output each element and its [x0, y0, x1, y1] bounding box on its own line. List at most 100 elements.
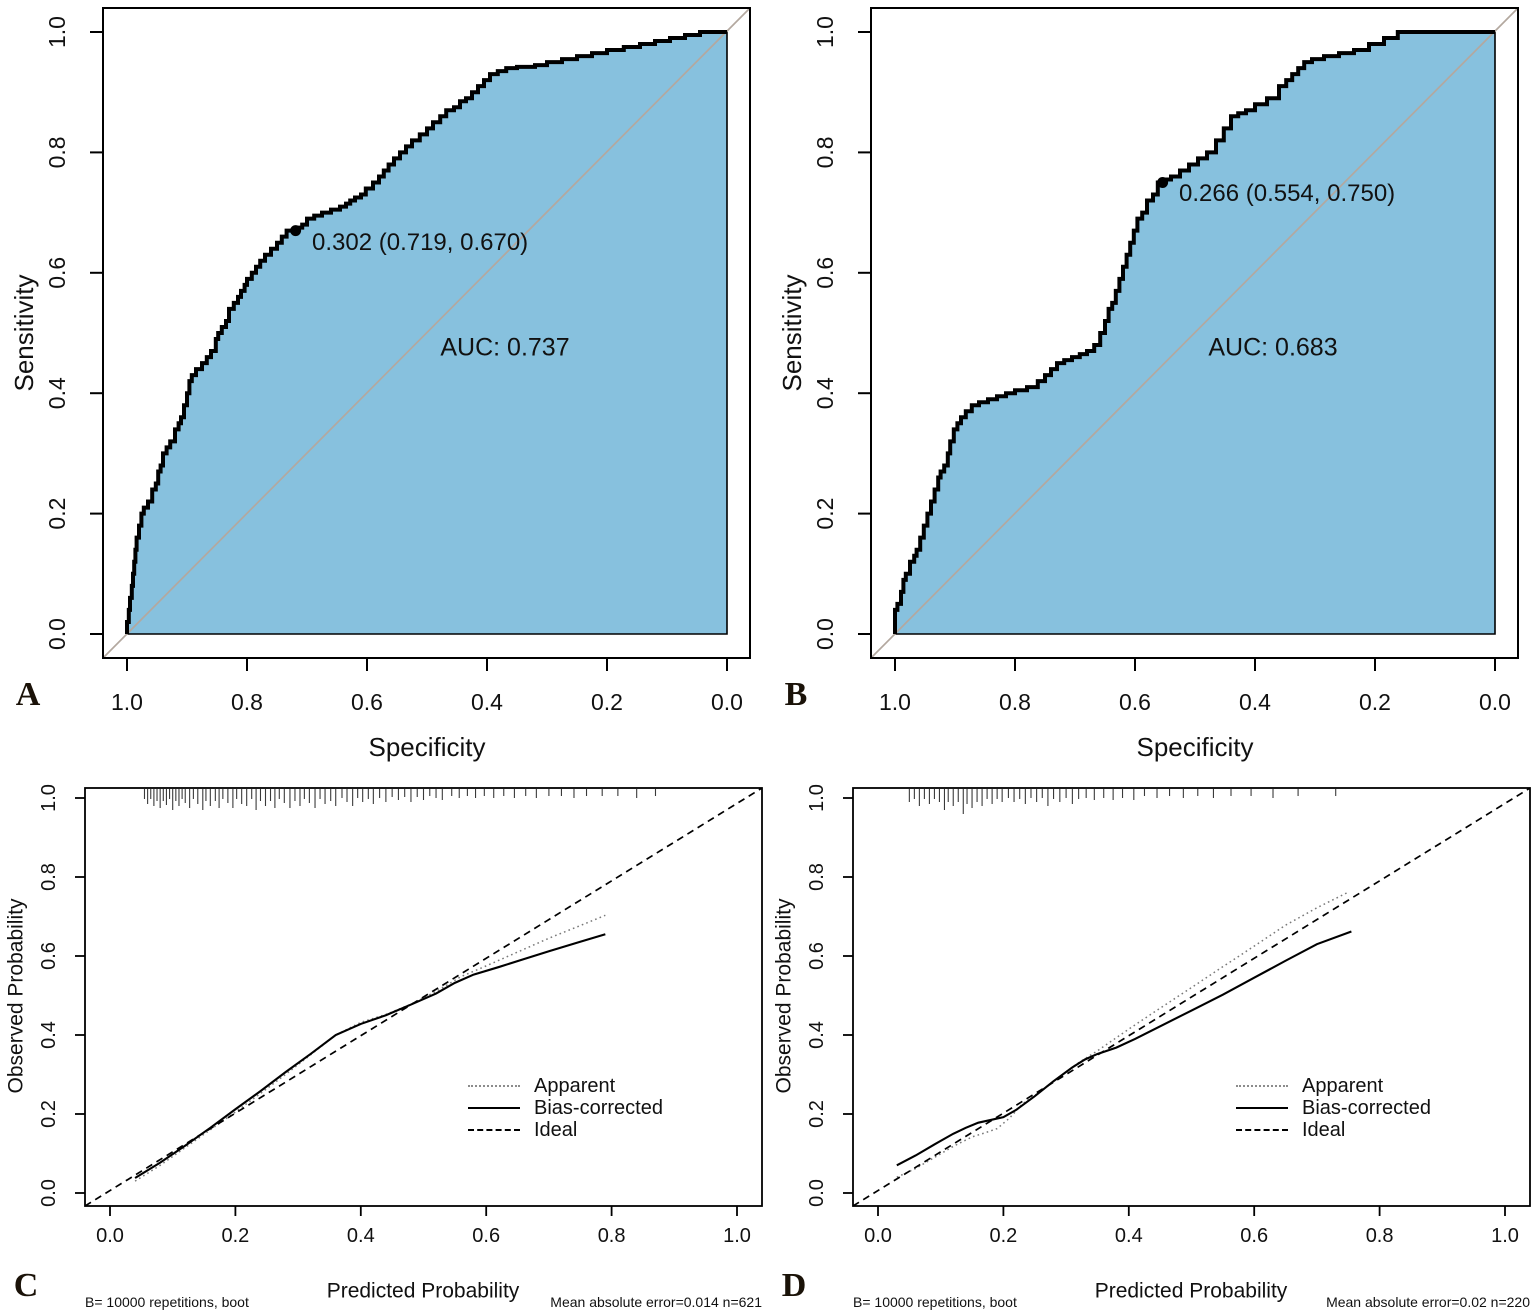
threshold-point: [290, 225, 302, 237]
threshold-point: [1157, 177, 1169, 188]
panel-letter-d: D: [781, 1267, 807, 1304]
x-tick-label: 0.4: [471, 689, 503, 715]
y-tick-label: 0.2: [38, 1100, 60, 1128]
y-tick-label: 0.0: [38, 1179, 60, 1207]
y-tick-label: 0.8: [44, 136, 70, 168]
footnote-bootstrap-c: B= 10000 repetitions, boot: [85, 1294, 249, 1310]
threshold-annotation-a: 0.302 (0.719, 0.670): [312, 229, 529, 256]
solid-line-icon: [468, 1107, 520, 1109]
plot-box: [84, 787, 763, 1207]
y-tick-label: 1.0: [44, 16, 70, 48]
roc-curve: [893, 30, 1495, 634]
y-tick-label: 0.6: [806, 942, 828, 970]
dotted-line-icon: [468, 1085, 520, 1087]
y-tick-label: 0.6: [38, 942, 60, 970]
x-tick-label: 0.0: [96, 1225, 124, 1247]
x-tick-label: 0.2: [221, 1225, 249, 1247]
y-tick-label: 0.8: [806, 863, 828, 891]
x-tick-label: 1.0: [1491, 1225, 1519, 1247]
footnote-bootstrap-d: B= 10000 repetitions, boot: [853, 1294, 1017, 1310]
auc-value-a: AUC: 0.737: [440, 333, 570, 362]
legend-label: Apparent: [534, 1074, 616, 1097]
x-tick-label: 0.0: [1479, 689, 1511, 715]
legend-label: Bias-corrected: [1302, 1096, 1431, 1119]
y-tick-label: 0.6: [44, 257, 70, 289]
legend-d: Apparent Bias-corrected Ideal: [1236, 1075, 1431, 1141]
x-axis-label-a: Specificity: [368, 732, 486, 762]
y-tick-label: 0.4: [44, 377, 70, 409]
y-tick-label: 1.0: [806, 784, 828, 812]
x-tick-label: 0.0: [864, 1225, 892, 1247]
y-tick-label: 0.8: [38, 863, 60, 891]
legend-label: Apparent: [1302, 1074, 1384, 1097]
y-tick-label: 0.2: [44, 498, 70, 530]
series-bias-corrected: [896, 930, 1352, 1167]
solid-line-icon: [1236, 1107, 1288, 1109]
plot-box: [102, 7, 751, 659]
footnote-error-c: Mean absolute error=0.014 n=621: [550, 1294, 762, 1310]
panel-letter-c: C: [13, 1267, 39, 1304]
x-tick-label: 0.6: [472, 1225, 500, 1247]
x-tick-label: 0.6: [1240, 1225, 1268, 1247]
legend-item-ideal: Ideal: [1236, 1119, 1431, 1141]
series-ideal: [852, 787, 1531, 1207]
x-tick-label: 1.0: [111, 689, 143, 715]
identity-line: [102, 7, 751, 659]
x-tick-label: 0.4: [347, 1225, 375, 1247]
x-tick-label: 0.8: [231, 689, 263, 715]
identity-line: [870, 7, 1519, 659]
y-tick-label: 0.0: [44, 618, 70, 650]
y-tick-label: 0.2: [806, 1100, 828, 1128]
legend-item-bias-corrected: Bias-corrected: [1236, 1097, 1431, 1119]
x-tick-label: 0.2: [989, 1225, 1017, 1247]
panel-c-canvas: 0.0 0.2 0.4 0.6 0.8 1.0 0.0 0.2 0.4 0.6 0.8 1.0: [38, 784, 763, 1247]
y-tick-label: 0.0: [812, 618, 838, 650]
threshold-annotation-b: 0.266 (0.554, 0.750): [1179, 180, 1396, 207]
x-tick-label: 0.4: [1239, 689, 1271, 715]
x-tick-label: 1.0: [879, 689, 911, 715]
panel-letter-b: B: [784, 676, 808, 713]
y-axis-label-a: Sensitivity: [9, 274, 39, 392]
y-tick-label: 0.0: [806, 1179, 828, 1207]
y-tick-label: 0.4: [38, 1021, 60, 1049]
x-tick-label: 1.0: [723, 1225, 751, 1247]
x-tick-label: 0.2: [591, 689, 623, 715]
panel-d-canvas: 0.0 0.2 0.4 0.6 0.8 1.0 0.0 0.2 0.4 0.6 0.8 1.0: [806, 784, 1531, 1247]
y-tick-label: 1.0: [812, 16, 838, 48]
x-tick-label: 0.4: [1115, 1225, 1143, 1247]
series-bias-corrected: [134, 933, 606, 1179]
series-ideal: [84, 787, 763, 1207]
y-tick-label: 1.0: [38, 784, 60, 812]
y-tick-label: 0.4: [812, 377, 838, 409]
legend-item-bias-corrected: Bias-corrected: [468, 1097, 663, 1119]
y-axis-label-b: Sensitivity: [777, 274, 807, 392]
legend-c: Apparent Bias-corrected Ideal: [468, 1075, 663, 1141]
x-tick-label: 0.0: [711, 689, 743, 715]
x-axis-label-d: Predicted Probability: [1094, 1279, 1288, 1303]
legend-item-apparent: Apparent: [468, 1075, 663, 1097]
plot-box: [852, 787, 1531, 1207]
y-tick-label: 0.4: [806, 1021, 828, 1049]
panel-letter-a: A: [15, 676, 41, 713]
legend-label: Ideal: [1302, 1118, 1346, 1141]
x-tick-label: 0.6: [1119, 689, 1151, 715]
footnote-error-d: Mean absolute error=0.02 n=220: [1326, 1294, 1530, 1310]
legend-item-apparent: Apparent: [1236, 1075, 1431, 1097]
auc-value-b: AUC: 0.683: [1208, 333, 1338, 362]
x-tick-label: 0.6: [351, 689, 383, 715]
y-tick-label: 0.6: [812, 257, 838, 289]
x-axis-label-c: Predicted Probability: [326, 1279, 520, 1303]
dashed-line-icon: [1236, 1129, 1288, 1131]
y-axis-label-d: Observed Probability: [772, 898, 796, 1094]
dashed-line-icon: [468, 1129, 520, 1131]
x-tick-label: 0.2: [1359, 689, 1391, 715]
x-axis-label-b: Specificity: [1136, 732, 1254, 762]
panel-b-canvas: 1.0 0.8 0.6 0.4 0.2 0.0 0.0 0.2 0.4 0.6 0.8 1.0: [812, 7, 1519, 715]
panel-a-canvas: 1.0 0.8 0.6 0.4 0.2 0.0 0.0 0.2 0.4 0.6 0.8 1.0: [44, 7, 751, 715]
x-tick-label: 0.8: [999, 689, 1031, 715]
x-tick-label: 0.8: [598, 1225, 626, 1247]
y-tick-label: 0.2: [812, 498, 838, 530]
legend-label: Bias-corrected: [534, 1096, 663, 1119]
y-axis-label-c: Observed Probability: [4, 898, 28, 1094]
